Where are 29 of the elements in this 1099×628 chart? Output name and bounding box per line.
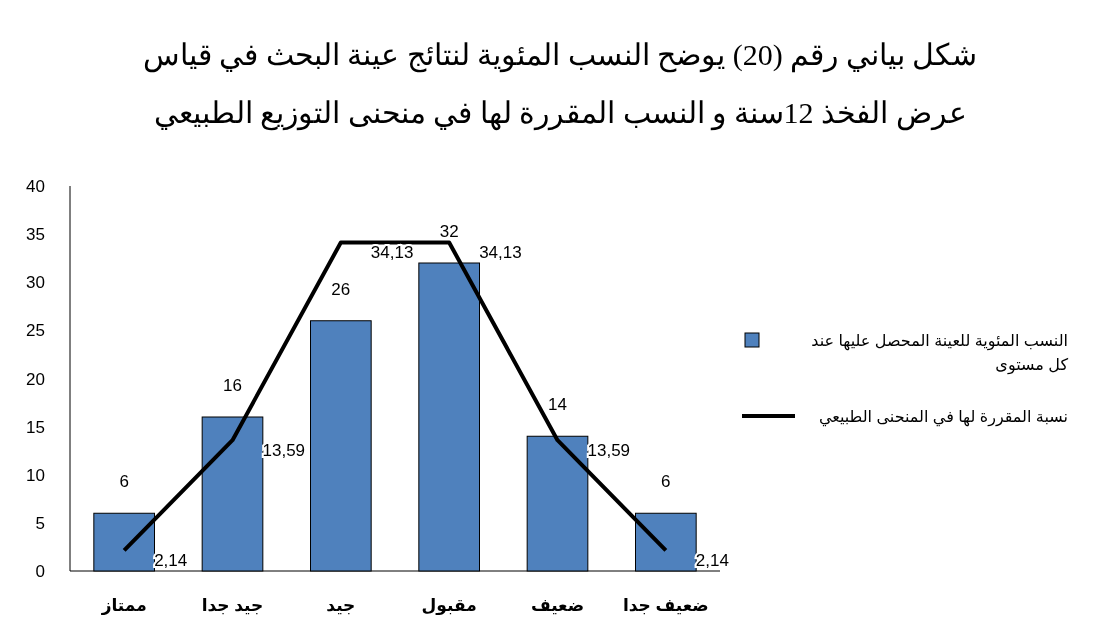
- y-tick-label: 20: [26, 369, 45, 389]
- y-tick-label: 25: [26, 321, 45, 341]
- y-tick-label: 15: [26, 417, 45, 437]
- x-tick-label: ممتاز: [100, 596, 147, 615]
- y-tick-label: 5: [35, 513, 45, 533]
- data-label: 16: [223, 376, 242, 395]
- data-label: 6: [119, 472, 129, 492]
- data-label: 13,59: [587, 441, 631, 461]
- data-label: 34,13: [479, 243, 522, 263]
- x-tick-label: ضعيف جدا: [622, 596, 709, 615]
- y-tick-label: 30: [26, 273, 45, 293]
- y-tick-label: 10: [26, 465, 45, 485]
- data-label: 34,13: [370, 243, 414, 263]
- y-tick-label: 0: [35, 562, 45, 581]
- data-label: 2,14: [154, 551, 188, 571]
- data-label: 6: [661, 472, 671, 492]
- legend-label: نسبة المقررة لها في المنحنى الطبيعي: [818, 408, 1068, 427]
- x-tick-label: جيد جدا: [201, 596, 264, 615]
- data-label: 13,59: [262, 441, 306, 461]
- data-label: 32: [439, 222, 459, 241]
- x-tick-label: ضعيف: [530, 596, 585, 615]
- data-label: 14: [548, 395, 567, 415]
- data-label: 26: [331, 279, 351, 299]
- text: النسب المئوية للعينة المحصل عليها عند كل مستوى: [811, 332, 1069, 375]
- x-tick-label: جيد: [326, 596, 356, 615]
- y-tick-label: 40: [26, 177, 45, 196]
- x-tick-label: مقبول: [421, 596, 477, 616]
- chart-title: شكل بياني رقم (20) يوضح النسب المئوية لنتائج عينة البحث في قياس عرض الفخذ 12سنة و النسب المقررة لها في منحنى التوزيع الطبيعي: [142, 38, 978, 131]
- y-tick-label: 35: [26, 225, 45, 245]
